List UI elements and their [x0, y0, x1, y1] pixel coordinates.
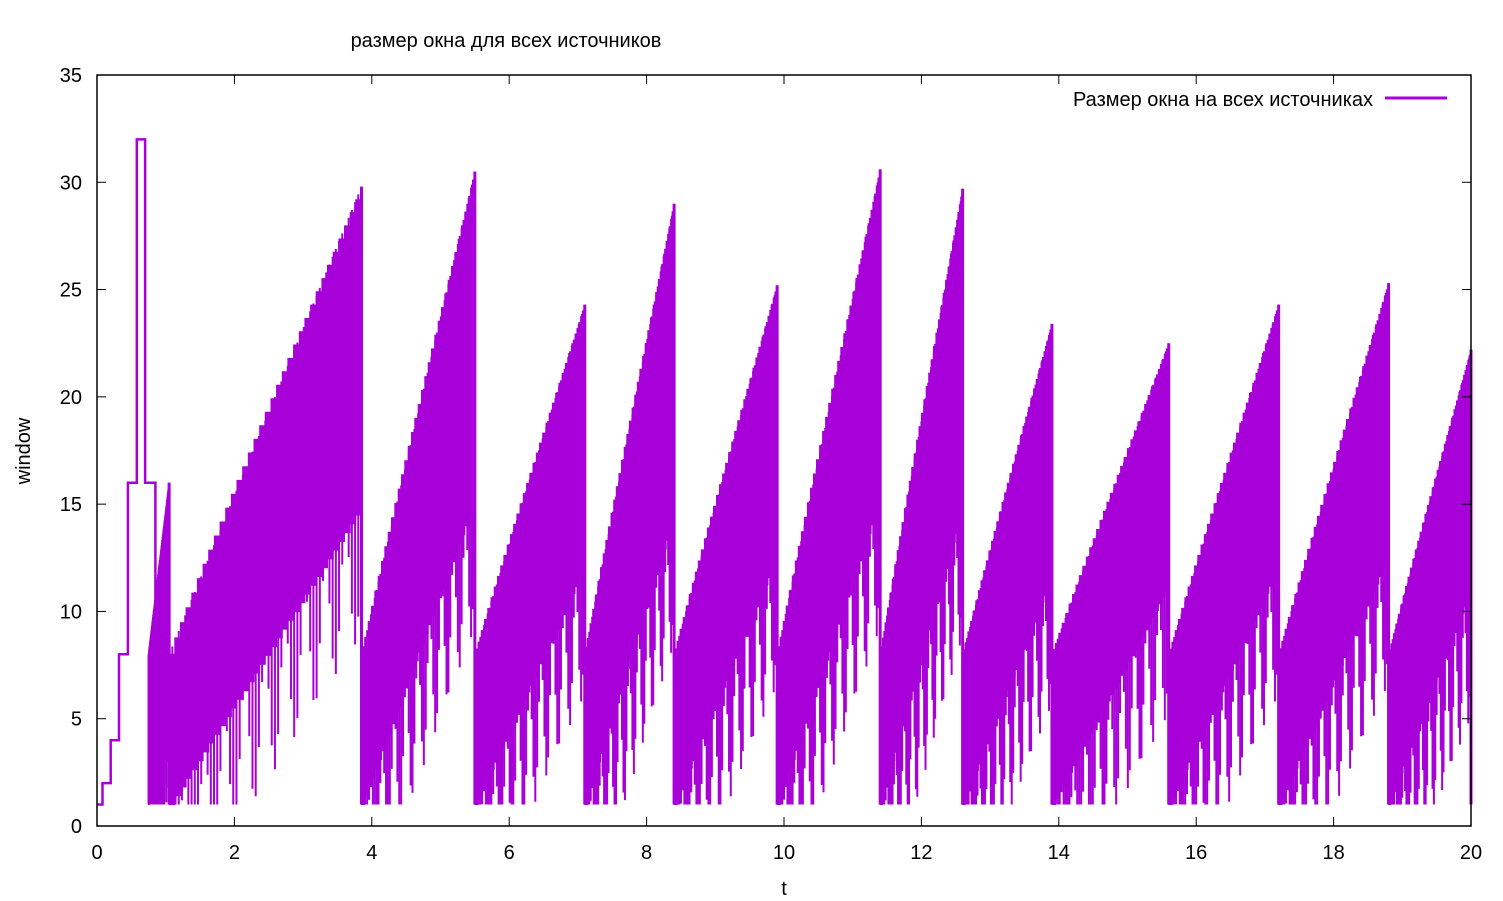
- x-tick-label: 8: [641, 842, 652, 864]
- series-cycle: [1050, 343, 1171, 805]
- series-startup-line: [97, 138, 170, 806]
- x-tick-label: 14: [1048, 842, 1070, 864]
- series-cycle: [360, 171, 477, 805]
- series-cycle: [168, 186, 363, 805]
- x-tick-label: 2: [229, 842, 240, 864]
- series-cycle: [879, 188, 965, 805]
- x-tick-label: 18: [1322, 842, 1344, 864]
- x-tick-label: 6: [504, 842, 515, 864]
- x-tick-label: 10: [773, 842, 795, 864]
- x-tick-label: 16: [1185, 842, 1207, 864]
- series-cycle: [1277, 283, 1391, 805]
- y-tick-label: 0: [71, 816, 82, 838]
- y-tick-label: 35: [60, 65, 82, 87]
- legend: Размер окна на всех источниках: [1073, 89, 1447, 111]
- series-cycle: [1167, 304, 1281, 805]
- y-tick-label: 5: [71, 709, 82, 731]
- series-cycle: [673, 285, 779, 805]
- chart-title: размер окна для всех источников: [351, 30, 662, 52]
- legend-label: Размер окна на всех источниках: [1073, 89, 1373, 111]
- x-axis-label: t: [781, 878, 787, 900]
- x-tick-label: 20: [1460, 842, 1482, 864]
- plot-area: [97, 138, 1473, 806]
- y-axis-label: window: [13, 417, 35, 485]
- y-tick-label: 30: [60, 172, 82, 194]
- series-cycle: [473, 304, 587, 805]
- series-cycle: [1387, 349, 1473, 805]
- y-tick-label: 15: [60, 494, 82, 516]
- x-tick-label: 12: [910, 842, 932, 864]
- axis-ticks: 0 2 4 6 8 10 12 14 16 18 20 0 5 10 15 20 25 30 35: [60, 65, 1482, 864]
- series-cycle: [147, 482, 171, 805]
- y-tick-label: 25: [60, 280, 82, 302]
- x-tick-label: 4: [366, 842, 377, 864]
- series-cycle: [583, 203, 676, 805]
- series-cycle: [961, 323, 1054, 805]
- x-tick-label: 0: [91, 842, 102, 864]
- y-tick-label: 10: [60, 601, 82, 623]
- series-cycle: [776, 169, 882, 805]
- y-tick-label: 20: [60, 387, 82, 409]
